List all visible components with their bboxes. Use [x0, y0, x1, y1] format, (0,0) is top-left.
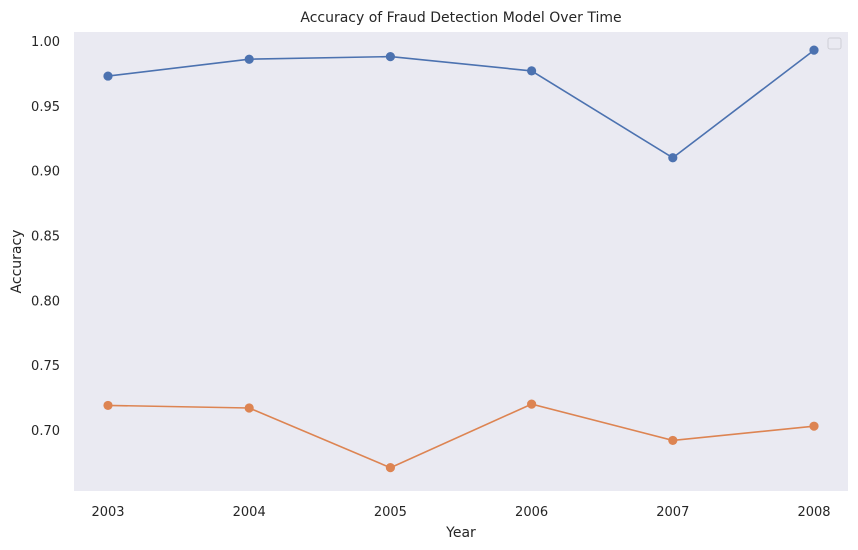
x-tick-label: 2008	[797, 505, 830, 520]
series-1-point	[385, 52, 395, 62]
series-layer	[103, 45, 819, 473]
series-2	[103, 399, 819, 473]
x-tick-label: 2005	[374, 505, 407, 520]
series-2-point	[668, 435, 678, 446]
series-1-point	[103, 71, 113, 81]
x-axis-label: Year	[445, 525, 476, 541]
series-1-point	[668, 153, 678, 163]
series-2-point	[103, 400, 113, 411]
y-tick-label: 0.90	[31, 165, 60, 180]
y-tick-label: 0.85	[31, 230, 60, 245]
y-tick-label: 0.70	[31, 424, 60, 439]
plot-area	[74, 32, 848, 491]
y-tick-label: 0.80	[31, 294, 60, 309]
x-tick-label: 2003	[91, 505, 124, 520]
y-tick-label: 1.00	[31, 35, 60, 50]
series-1-point	[244, 54, 254, 64]
x-tick-label: 2007	[656, 505, 689, 520]
series-1-point	[527, 66, 537, 76]
series-2-point	[527, 399, 537, 409]
legend	[827, 37, 842, 50]
series-2-point	[385, 463, 395, 473]
x-tick-label: 2004	[233, 505, 266, 520]
y-tick-label: 0.95	[31, 100, 60, 115]
x-axis-ticks: 2003 2004 2005 2006 2007 2008	[91, 505, 830, 520]
chart-title: Accuracy of Fraud Detection Model Over T…	[300, 10, 621, 26]
series-1-line	[107, 49, 815, 159]
series-1	[103, 45, 819, 163]
y-tick-label: 0.75	[31, 359, 60, 374]
series-2-line	[107, 403, 815, 469]
x-tick-label: 2006	[515, 505, 548, 520]
series-2-point	[809, 421, 819, 431]
series-1-point	[809, 45, 819, 55]
series-2-point	[244, 403, 254, 413]
y-axis-ticks: 0.70 0.75 0.80 0.85 0.90 0.95 1.00	[31, 35, 60, 439]
y-axis-label: Accuracy	[9, 230, 25, 294]
